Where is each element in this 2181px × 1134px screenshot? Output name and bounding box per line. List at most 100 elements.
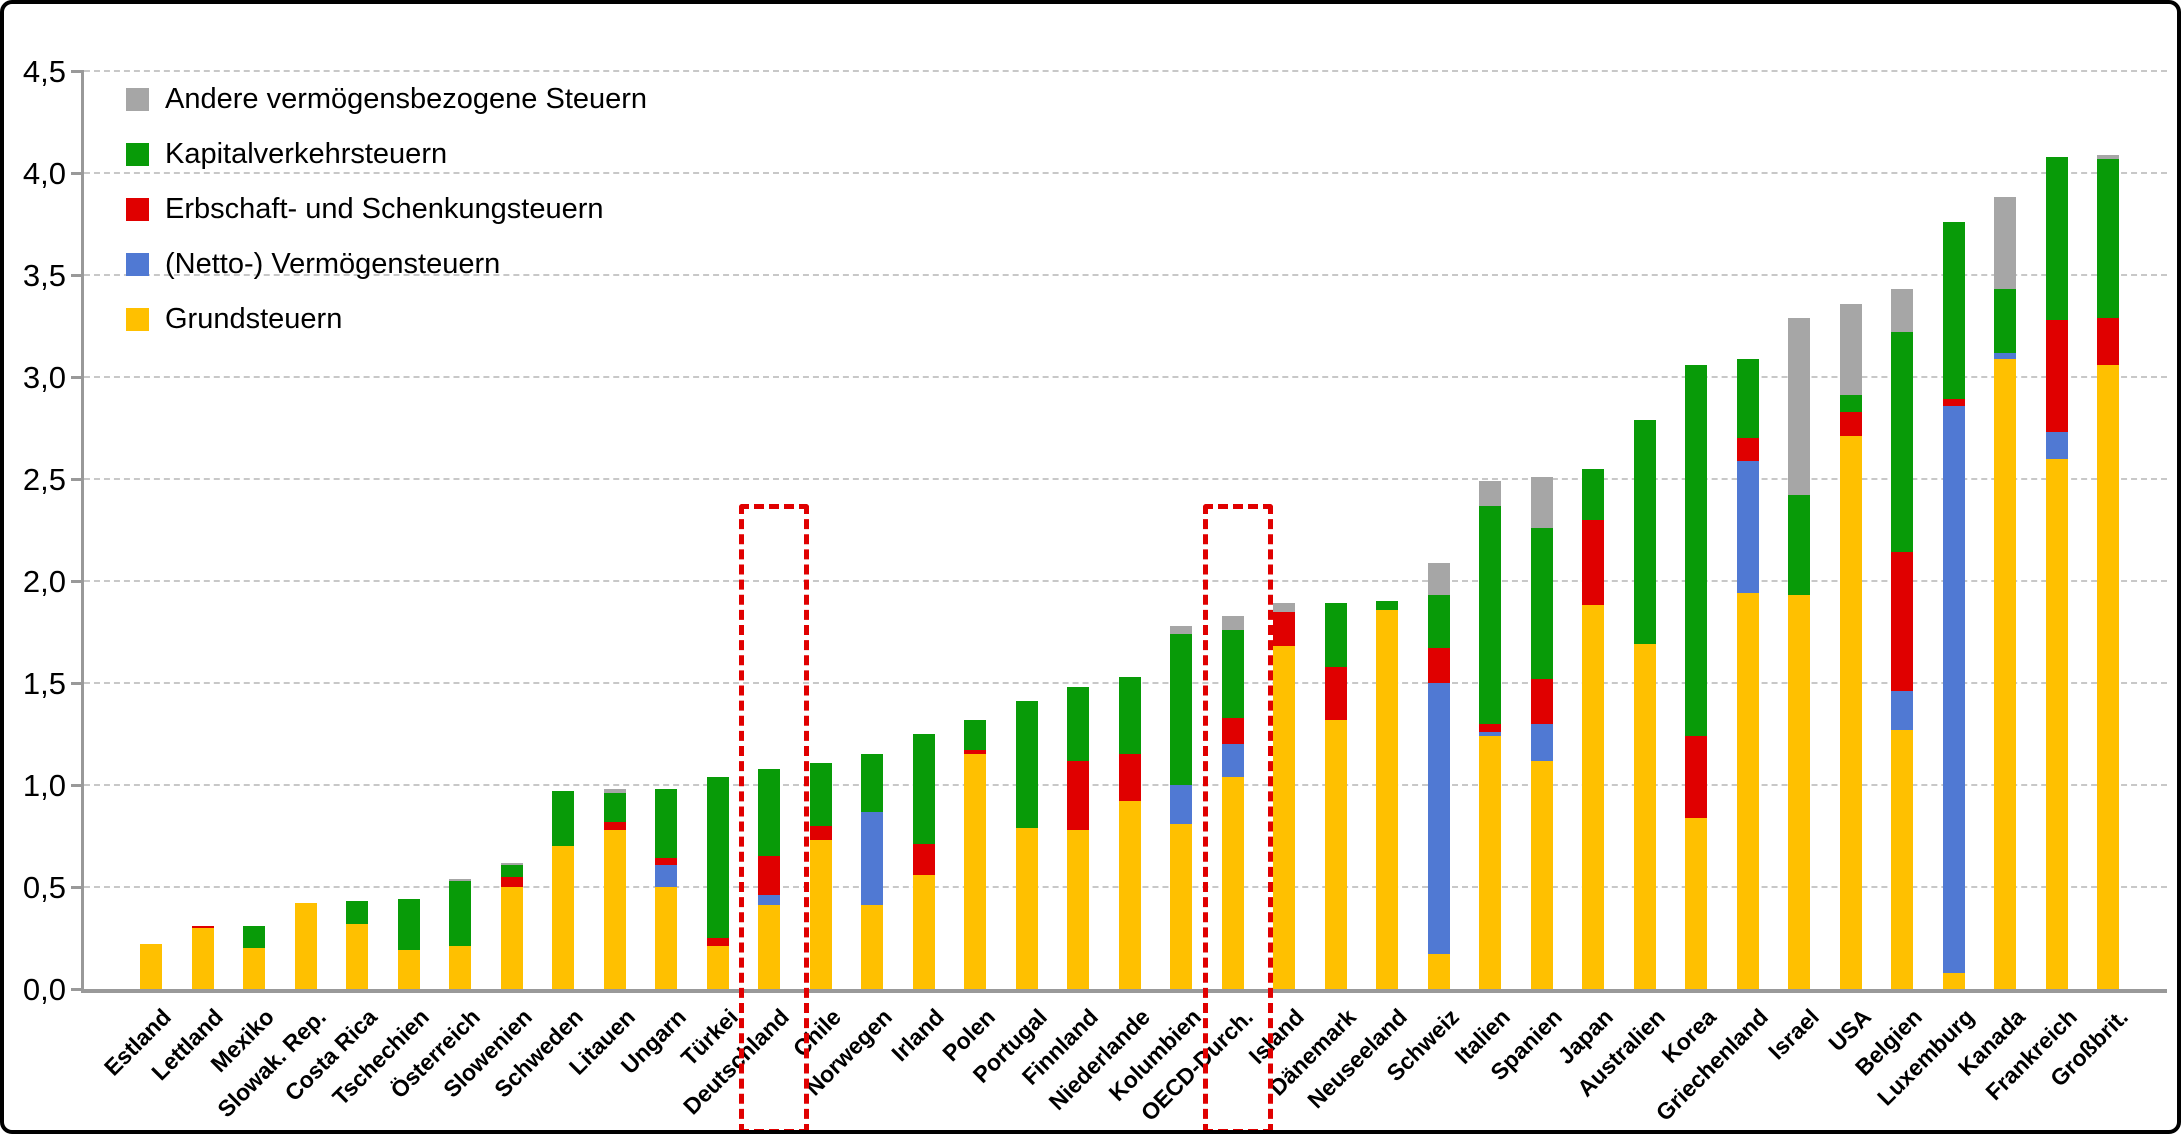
bar-segment-Kapitalverkehrsteuern[interactable] [1530, 527, 1553, 679]
bar-segment-Erbschaft- und Schenkungsteuern[interactable] [655, 858, 677, 865]
bar-segment-Grundsteuern[interactable] [603, 829, 626, 989]
bar-segment-Kapitalverkehrsteuern[interactable] [1067, 687, 1089, 761]
bar-segment-Kapitalverkehrsteuern[interactable] [1118, 676, 1141, 755]
bar-segment-(Netto-) Vermögensteuern[interactable] [1942, 405, 1965, 973]
bar-segment-Erbschaft- und Schenkungsteuern[interactable] [1427, 648, 1450, 683]
bar-segment-Kapitalverkehrsteuern[interactable] [655, 789, 677, 859]
bar-segment-Andere vermögensbezogene Steuern[interactable] [2097, 154, 2119, 159]
bar-segment-Kapitalverkehrsteuern[interactable] [861, 754, 883, 812]
bar-segment-Andere vermögensbezogene Steuern[interactable] [1221, 615, 1244, 630]
bar-segment-Grundsteuern[interactable] [294, 903, 317, 989]
bar-segment-Kapitalverkehrsteuern[interactable] [1221, 629, 1244, 718]
bar-segment-Grundsteuern[interactable] [758, 905, 780, 989]
bar-segment-Erbschaft- und Schenkungsteuern[interactable] [1479, 723, 1501, 732]
bar-segment-Andere vermögensbezogene Steuern[interactable] [1427, 562, 1450, 596]
bar-segment-Grundsteuern[interactable] [2097, 364, 2119, 989]
bar-segment-Grundsteuern[interactable] [1273, 646, 1295, 989]
bar-segment-(Netto-) Vermögensteuern[interactable] [1170, 785, 1192, 824]
bar-segment-Grundsteuern[interactable] [449, 946, 471, 989]
bar-segment-Grundsteuern[interactable] [1067, 829, 1089, 989]
bar-segment-Grundsteuern[interactable] [861, 905, 883, 989]
bar-segment-Grundsteuern[interactable] [1530, 760, 1553, 989]
bar-segment-(Netto-) Vermögensteuern[interactable] [758, 895, 780, 906]
bar-segment-Erbschaft- und Schenkungsteuern[interactable] [706, 938, 729, 947]
bar-segment-Andere vermögensbezogene Steuern[interactable] [1273, 603, 1295, 612]
bar-segment-Kapitalverkehrsteuern[interactable] [1376, 601, 1398, 610]
bar-segment-Grundsteuern[interactable] [655, 887, 677, 989]
bar-segment-Erbschaft- und Schenkungsteuern[interactable] [1530, 678, 1553, 724]
bar-segment-Erbschaft- und Schenkungsteuern[interactable] [1942, 399, 1965, 406]
bar-segment-Andere vermögensbezogene Steuern[interactable] [500, 862, 523, 865]
bar-segment-Erbschaft- und Schenkungsteuern[interactable] [809, 825, 832, 841]
bar-segment-Kapitalverkehrsteuern[interactable] [346, 901, 368, 924]
bar-segment-Kapitalverkehrsteuern[interactable] [1479, 505, 1501, 724]
bar-segment-(Netto-) Vermögensteuern[interactable] [1221, 744, 1244, 777]
bar-segment-Kapitalverkehrsteuern[interactable] [1839, 395, 1862, 412]
bar-segment-Erbschaft- und Schenkungsteuern[interactable] [2097, 317, 2119, 365]
bar-segment-Grundsteuern[interactable] [552, 846, 574, 989]
bar-segment-Erbschaft- und Schenkungsteuern[interactable] [1736, 438, 1759, 461]
bar-segment-Kapitalverkehrsteuern[interactable] [449, 880, 471, 947]
bar-segment-Erbschaft- und Schenkungsteuern[interactable] [964, 750, 986, 755]
bar-segment-Kapitalverkehrsteuern[interactable] [243, 925, 265, 949]
bar-segment-Kapitalverkehrsteuern[interactable] [1994, 289, 2016, 353]
bar-segment-Erbschaft- und Schenkungsteuern[interactable] [500, 876, 523, 887]
bar-segment-Kapitalverkehrsteuern[interactable] [809, 762, 832, 826]
bar-segment-Erbschaft- und Schenkungsteuern[interactable] [1067, 760, 1089, 830]
bar-segment-Andere vermögensbezogene Steuern[interactable] [1891, 289, 1913, 333]
bar-segment-(Netto-) Vermögensteuern[interactable] [655, 864, 677, 887]
bar-segment-Kapitalverkehrsteuern[interactable] [1170, 634, 1192, 785]
bar-segment-Kapitalverkehrsteuern[interactable] [964, 719, 986, 751]
bar-segment-(Netto-) Vermögensteuern[interactable] [2045, 432, 2068, 459]
bar-segment-Erbschaft- und Schenkungsteuern[interactable] [1685, 736, 1707, 818]
bar-segment-(Netto-) Vermögensteuern[interactable] [1994, 352, 2016, 359]
bar-segment-Erbschaft- und Schenkungsteuern[interactable] [191, 925, 214, 928]
bar-segment-Kapitalverkehrsteuern[interactable] [1633, 419, 1656, 645]
bar-segment-Grundsteuern[interactable] [1376, 609, 1398, 989]
bar-segment-Erbschaft- und Schenkungsteuern[interactable] [758, 856, 780, 896]
bar-segment-Grundsteuern[interactable] [191, 927, 214, 989]
bar-segment-Erbschaft- und Schenkungsteuern[interactable] [1324, 666, 1347, 720]
bar-segment-Kapitalverkehrsteuern[interactable] [500, 864, 523, 877]
bar-segment-(Netto-) Vermögensteuern[interactable] [1530, 723, 1553, 761]
bar-segment-Grundsteuern[interactable] [1221, 776, 1244, 989]
bar-segment-Erbschaft- und Schenkungsteuern[interactable] [1118, 754, 1141, 802]
bar-segment-Grundsteuern[interactable] [140, 944, 162, 989]
bar-segment-Grundsteuern[interactable] [1736, 593, 1759, 989]
bar-segment-Kapitalverkehrsteuern[interactable] [1015, 701, 1038, 828]
bar-segment-Grundsteuern[interactable] [1685, 817, 1707, 989]
bar-segment-Erbschaft- und Schenkungsteuern[interactable] [1273, 611, 1295, 647]
bar-segment-Grundsteuern[interactable] [2045, 458, 2068, 989]
bar-segment-Grundsteuern[interactable] [1324, 719, 1347, 989]
bar-segment-Andere vermögensbezogene Steuern[interactable] [1530, 476, 1553, 528]
bar-segment-Kapitalverkehrsteuern[interactable] [758, 768, 780, 857]
bar-segment-Kapitalverkehrsteuern[interactable] [1582, 468, 1604, 520]
bar-segment-Kapitalverkehrsteuern[interactable] [2097, 158, 2119, 318]
bar-segment-(Netto-) Vermögensteuern[interactable] [1427, 683, 1450, 955]
bar-segment-Erbschaft- und Schenkungsteuern[interactable] [1582, 519, 1604, 606]
bar-segment-Kapitalverkehrsteuern[interactable] [603, 793, 626, 822]
bar-segment-Kapitalverkehrsteuern[interactable] [1788, 495, 1810, 596]
bar-segment-Grundsteuern[interactable] [397, 950, 420, 989]
bar-segment-Grundsteuern[interactable] [346, 923, 368, 989]
bar-segment-Grundsteuern[interactable] [1633, 644, 1656, 989]
bar-segment-Grundsteuern[interactable] [912, 874, 935, 989]
bar-segment-Grundsteuern[interactable] [1479, 736, 1501, 989]
bar-segment-(Netto-) Vermögensteuern[interactable] [861, 811, 883, 906]
bar-segment-Grundsteuern[interactable] [809, 840, 832, 989]
bar-segment-Erbschaft- und Schenkungsteuern[interactable] [1891, 552, 1913, 692]
bar-segment-Grundsteuern[interactable] [1839, 436, 1862, 989]
bar-segment-Kapitalverkehrsteuern[interactable] [397, 899, 420, 951]
bar-segment-Grundsteuern[interactable] [1118, 801, 1141, 989]
bar-segment-Grundsteuern[interactable] [1582, 605, 1604, 989]
bar-segment-Andere vermögensbezogene Steuern[interactable] [1994, 197, 2016, 290]
bar-segment-Andere vermögensbezogene Steuern[interactable] [1839, 303, 1862, 396]
bar-segment-Grundsteuern[interactable] [964, 754, 986, 989]
bar-segment-Erbschaft- und Schenkungsteuern[interactable] [912, 844, 935, 875]
bar-segment-Kapitalverkehrsteuern[interactable] [1942, 221, 1965, 400]
bar-segment-Grundsteuern[interactable] [1788, 595, 1810, 989]
bar-segment-Erbschaft- und Schenkungsteuern[interactable] [1839, 411, 1862, 437]
bar-segment-Andere vermögensbezogene Steuern[interactable] [603, 789, 626, 794]
bar-segment-Kapitalverkehrsteuern[interactable] [1891, 332, 1913, 553]
bar-segment-Grundsteuern[interactable] [1891, 729, 1913, 989]
